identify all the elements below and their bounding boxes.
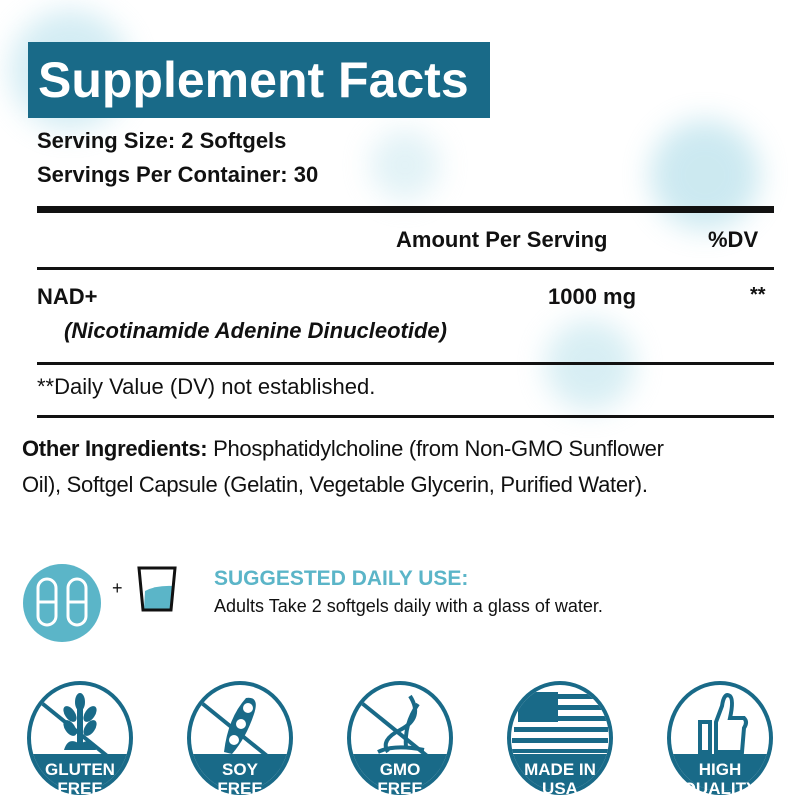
divider bbox=[37, 267, 774, 270]
servings-per-container: Servings Per Container: 30 bbox=[37, 162, 319, 187]
other-ingredients-line2: Oil), Softgel Capsule (Gelatin, Vegetabl… bbox=[22, 472, 648, 497]
badge-line1: GMO bbox=[380, 760, 421, 779]
badge-made-in: MADE IN USA bbox=[504, 678, 616, 798]
decor-blob bbox=[650, 120, 760, 230]
usage-heading: SUGGESTED DAILY USE: bbox=[214, 567, 469, 590]
dv-header: %DV bbox=[708, 227, 759, 252]
badge-graphic: GLUTEN FREE bbox=[27, 681, 133, 798]
dna-icon bbox=[377, 694, 425, 754]
ingredient-name: NAD+ bbox=[37, 284, 98, 309]
badge-graphic: GMO FREE bbox=[347, 681, 453, 798]
badge-gmo: GMO FREE bbox=[344, 678, 456, 798]
ingredient-amount: 1000 mg bbox=[548, 284, 637, 309]
badge-graphic: HIGH QUALITY bbox=[667, 681, 773, 798]
badge-line1: MADE IN bbox=[524, 760, 596, 779]
serving-size: Serving Size: 2 Softgels bbox=[37, 128, 287, 153]
glass-of-water-icon bbox=[137, 566, 177, 612]
wheat-icon bbox=[63, 693, 97, 750]
usage-text: Adults Take 2 softgels daily with a glas… bbox=[214, 596, 603, 616]
softgels-icon bbox=[23, 564, 101, 642]
footnote: **Daily Value (DV) not established. bbox=[37, 374, 376, 399]
other-ingredients-label: Other Ingredients: bbox=[22, 436, 208, 461]
badge-line2: USA bbox=[542, 779, 578, 798]
other-ingredients-line1: Other Ingredients: Phosphatidylcholine (… bbox=[22, 436, 664, 462]
us-flag-icon bbox=[512, 692, 608, 753]
plus-sign: + bbox=[112, 578, 123, 598]
decor-blob bbox=[370, 130, 440, 200]
soybean-icon bbox=[224, 697, 256, 754]
badge-high: HIGH QUALITY bbox=[664, 678, 776, 798]
ingredient-dv: ** bbox=[750, 284, 766, 306]
badge-soy: SOY FREE bbox=[184, 678, 296, 798]
badge-graphic: SOY FREE bbox=[187, 681, 293, 798]
divider bbox=[37, 362, 774, 365]
badge-line1: SOY bbox=[222, 760, 259, 779]
thick-divider bbox=[37, 206, 774, 213]
badge-graphic: MADE IN USA bbox=[507, 681, 613, 798]
badge-line2: FREE bbox=[57, 779, 102, 798]
badge-line1: HIGH bbox=[699, 760, 742, 779]
decor-blob bbox=[545, 320, 635, 410]
thumbs-up-icon bbox=[698, 693, 748, 754]
ingredient-full-name: (Nicotinamide Adenine Dinucleotide) bbox=[64, 318, 447, 343]
other-ingredients-text: Phosphatidylcholine (from Non-GMO Sunflo… bbox=[207, 436, 664, 461]
badge-line2: FREE bbox=[217, 779, 262, 798]
divider bbox=[37, 415, 774, 418]
badge-line1: GLUTEN bbox=[45, 760, 115, 779]
amount-header: Amount Per Serving bbox=[396, 227, 608, 252]
badge-line2: FREE bbox=[377, 779, 422, 798]
badge-line2: QUALITY bbox=[683, 779, 758, 798]
page-title: Supplement Facts bbox=[28, 42, 490, 118]
badge-gluten: GLUTEN FREE bbox=[24, 678, 136, 798]
